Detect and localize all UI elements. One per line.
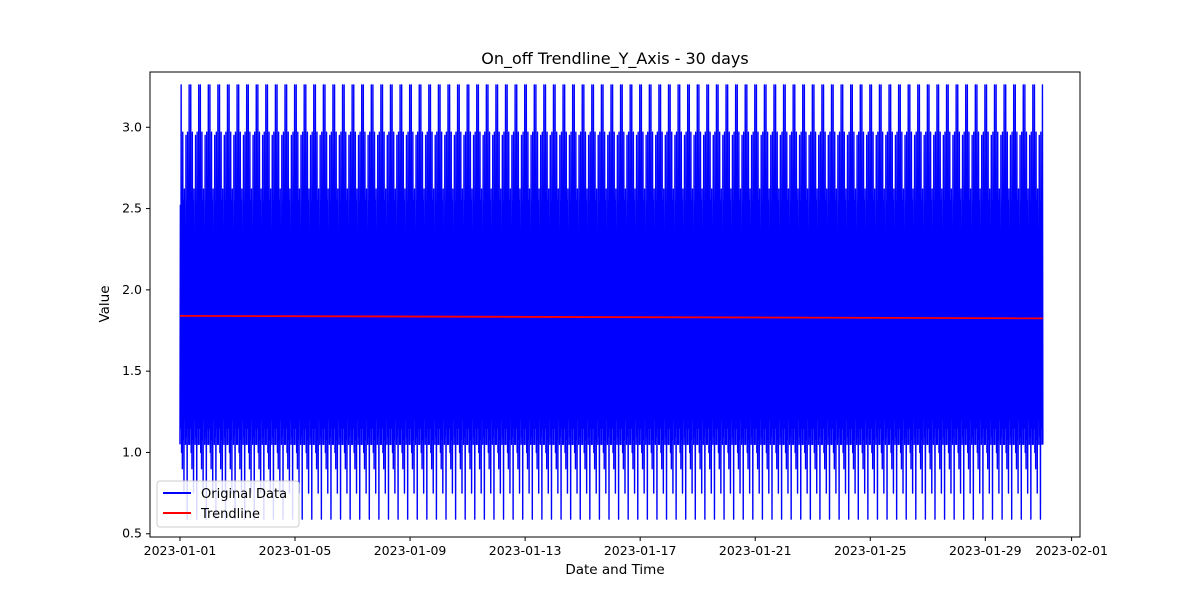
- y-axis-title: Value: [97, 285, 113, 322]
- y-tick-label: 1.5: [122, 363, 142, 378]
- y-axis: 0.5 1.0 1.5 2.0 2.5 3.0: [122, 119, 150, 541]
- x-tick-label: 2023-01-01: [144, 543, 217, 558]
- x-tick-label: 2023-01-25: [834, 543, 907, 558]
- x-tick-label: 2023-02-01: [1035, 543, 1108, 558]
- series-trendline-line: [179, 314, 1043, 320]
- y-tick-label: 3.0: [122, 119, 142, 134]
- x-tick-label: 2023-01-21: [719, 543, 792, 558]
- x-tick-label: 2023-01-05: [259, 543, 332, 558]
- plot-frame: [149, 71, 1081, 538]
- legend-original-data-label: Original Data: [201, 487, 287, 502]
- x-axis: 2023-01-01 2023-01-05 2023-01-09 2023-01-13…: [144, 537, 1108, 558]
- x-tick-label: 2023-01-17: [604, 543, 677, 558]
- y-tick-label: 2.0: [122, 282, 142, 297]
- chart-title: On_off Trendline_Y_Axis - 30 days: [481, 49, 748, 69]
- y-tick-label: 1.0: [122, 444, 142, 459]
- x-tick-label: 2023-01-09: [374, 543, 447, 558]
- legend-box: [156, 480, 300, 528]
- series-original-data-line: [179, 84, 1044, 520]
- y-tick-label: 0.5: [122, 526, 142, 541]
- legend-trendline-label: Trendline: [200, 507, 260, 522]
- x-axis-title: Date and Time: [565, 562, 664, 578]
- y-tick-label: 2.5: [122, 201, 142, 216]
- legend: Original Data Trendline: [156, 480, 300, 528]
- x-tick-label: 2023-01-29: [949, 543, 1022, 558]
- x-tick-label: 2023-01-13: [489, 543, 562, 558]
- plot-lines: [179, 84, 1044, 520]
